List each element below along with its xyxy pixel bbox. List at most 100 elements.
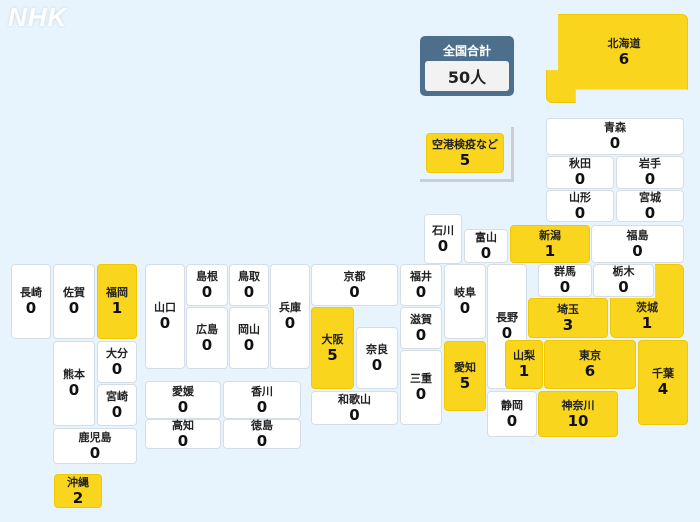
prefecture-tile-saga[interactable]: 佐賀 0 xyxy=(53,264,95,339)
prefecture-tile-toyama[interactable]: 富山 0 xyxy=(464,229,508,263)
prefecture-tile-mie[interactable]: 三重 0 xyxy=(400,350,442,425)
prefecture-name: 長野 xyxy=(496,311,518,324)
prefecture-tile-nara[interactable]: 奈良 0 xyxy=(356,327,398,389)
prefecture-tile-shizuoka[interactable]: 静岡 0 xyxy=(487,391,537,437)
prefecture-tile-oita[interactable]: 大分 0 xyxy=(97,341,137,383)
prefecture-tile-tokushima[interactable]: 徳島 0 xyxy=(223,419,301,449)
prefecture-tile-shiga[interactable]: 滋賀 0 xyxy=(400,307,442,349)
prefecture-tile-wakayama[interactable]: 和歌山 0 xyxy=(311,391,398,425)
prefecture-count: 1 xyxy=(111,299,123,317)
prefecture-tile-kagawa[interactable]: 香川 0 xyxy=(223,381,301,419)
prefecture-tile-tochigi[interactable]: 栃木 0 xyxy=(593,264,654,297)
prefecture-name: 鹿児島 xyxy=(78,430,112,444)
prefecture-tile-okinawa[interactable]: 沖縄 2 xyxy=(54,474,102,508)
prefecture-tile-yamanashi[interactable]: 山梨 1 xyxy=(505,340,543,389)
prefecture-name: 熊本 xyxy=(63,368,85,381)
prefecture-count: 0 xyxy=(632,241,643,260)
prefecture-tile-yamagata[interactable]: 山形 0 xyxy=(546,190,614,222)
prefecture-name: 宮崎 xyxy=(106,389,128,403)
prefecture-tile-iwate[interactable]: 岩手 0 xyxy=(616,156,684,189)
prefecture-tile-hyogo[interactable]: 兵庫 0 xyxy=(270,264,310,369)
prefecture-name: 徳島 xyxy=(251,418,273,432)
prefecture-count: 1 xyxy=(641,313,653,332)
prefecture-count: 4 xyxy=(657,380,669,398)
prefecture-name: 福井 xyxy=(410,269,432,283)
prefecture-tile-miyazaki[interactable]: 宮崎 0 xyxy=(97,384,137,426)
prefecture-count: 0 xyxy=(506,411,518,430)
prefecture-name: 高知 xyxy=(172,418,194,432)
prefecture-name: 福岡 xyxy=(106,286,128,299)
prefecture-tile-ehime[interactable]: 愛媛 0 xyxy=(145,381,221,419)
prefecture-name: 福島 xyxy=(626,228,649,242)
prefecture-name: 兵庫 xyxy=(279,301,301,314)
prefecture-name: 島根 xyxy=(196,269,218,283)
prefecture-count: 0 xyxy=(177,431,189,450)
prefecture-tile-tokyo[interactable]: 東京 6 xyxy=(544,340,636,389)
prefecture-count: 0 xyxy=(459,299,471,317)
prefecture-count: 0 xyxy=(609,134,621,152)
prefecture-tile-tottori[interactable]: 鳥取 0 xyxy=(229,264,269,306)
prefecture-name: 岩手 xyxy=(639,157,661,170)
prefecture-name: 岐阜 xyxy=(454,286,476,299)
prefecture-tile-fukuoka[interactable]: 福岡 1 xyxy=(97,264,137,339)
prefecture-tile-aomori[interactable]: 青森 0 xyxy=(546,118,684,155)
prefecture-tile-hokkaido[interactable]: 北海道 6 xyxy=(546,14,688,103)
prefecture-count: 0 xyxy=(256,397,268,416)
prefecture-tile-kanagawa[interactable]: 神奈川 10 xyxy=(538,391,618,437)
prefecture-tile-nagasaki[interactable]: 長崎 0 xyxy=(11,264,51,339)
prefecture-count: 0 xyxy=(349,282,360,301)
prefecture-tile-gifu[interactable]: 岐阜 0 xyxy=(444,264,486,339)
prefecture-tile-aichi[interactable]: 愛知 5 xyxy=(444,341,486,411)
prefecture-tile-ishikawa[interactable]: 石川 0 xyxy=(424,214,462,264)
prefecture-count: 0 xyxy=(284,314,296,332)
prefecture-name: 三重 xyxy=(410,372,432,385)
prefecture-tile-kagoshima[interactable]: 鹿児島 0 xyxy=(53,428,137,464)
prefecture-tile-hiroshima[interactable]: 広島 0 xyxy=(186,307,228,369)
prefecture-count: 1 xyxy=(544,241,556,260)
prefecture-name: 滋賀 xyxy=(410,312,432,326)
prefecture-tile-osaka[interactable]: 大阪 5 xyxy=(311,307,354,389)
prefecture-tile-shimane[interactable]: 島根 0 xyxy=(186,264,228,306)
prefecture-name: 大分 xyxy=(106,346,128,360)
prefecture-count: 0 xyxy=(644,170,656,188)
prefecture-tile-saitama[interactable]: 埼玉 3 xyxy=(528,298,608,338)
prefecture-tile-kumamoto[interactable]: 熊本 0 xyxy=(53,341,95,426)
prefecture-count: 0 xyxy=(243,282,255,301)
prefecture-tile-yamaguchi[interactable]: 山口 0 xyxy=(145,264,185,369)
prefecture-count: 5 xyxy=(459,150,471,169)
airport-shadow-bottom xyxy=(420,179,514,182)
prefecture-tile-fukushima[interactable]: 福島 0 xyxy=(591,225,684,263)
prefecture-count: 0 xyxy=(501,324,513,342)
prefecture-name: 佐賀 xyxy=(63,286,85,299)
prefecture-tile-gunma[interactable]: 群馬 0 xyxy=(538,264,592,297)
prefecture-count: 0 xyxy=(201,282,213,301)
national-total-value: 50人 xyxy=(425,61,509,91)
prefecture-name: 神奈川 xyxy=(561,398,595,412)
prefecture-name: 愛媛 xyxy=(172,384,194,398)
prefecture-count: 6 xyxy=(584,362,596,380)
prefecture-tile-kyoto[interactable]: 京都 0 xyxy=(311,264,398,306)
prefecture-tile-niigata[interactable]: 新潟 1 xyxy=(510,225,590,263)
prefecture-tile-akita[interactable]: 秋田 0 xyxy=(546,156,614,189)
prefecture-name: 石川 xyxy=(432,223,454,237)
prefecture-count: 0 xyxy=(415,282,427,301)
national-total-panel: 全国合計 50人 xyxy=(420,36,514,96)
prefecture-tile-miyagi[interactable]: 宮城 0 xyxy=(616,190,684,222)
prefecture-tile-kochi[interactable]: 高知 0 xyxy=(145,419,221,449)
prefecture-name: 東京 xyxy=(579,349,601,362)
prefecture-count: 0 xyxy=(68,381,80,399)
prefecture-count: 3 xyxy=(562,315,574,334)
prefecture-count: 0 xyxy=(201,335,213,354)
prefecture-tile-chiba[interactable]: 千葉 4 xyxy=(638,340,688,425)
prefecture-name: 北海道 xyxy=(607,37,641,50)
prefecture-count: 2 xyxy=(72,488,84,507)
prefecture-tile-fukui[interactable]: 福井 0 xyxy=(400,264,442,306)
prefecture-tile-airport[interactable]: 空港検疫など 5 xyxy=(426,133,504,173)
prefecture-name: 群馬 xyxy=(554,265,576,278)
prefecture-tile-okayama[interactable]: 岡山 0 xyxy=(229,307,269,369)
prefecture-name: 埼玉 xyxy=(557,302,579,316)
prefecture-name: 新潟 xyxy=(539,228,561,242)
prefecture-count: 0 xyxy=(349,405,360,424)
prefecture-name: 愛知 xyxy=(454,360,476,374)
prefecture-name: 青森 xyxy=(604,121,626,134)
